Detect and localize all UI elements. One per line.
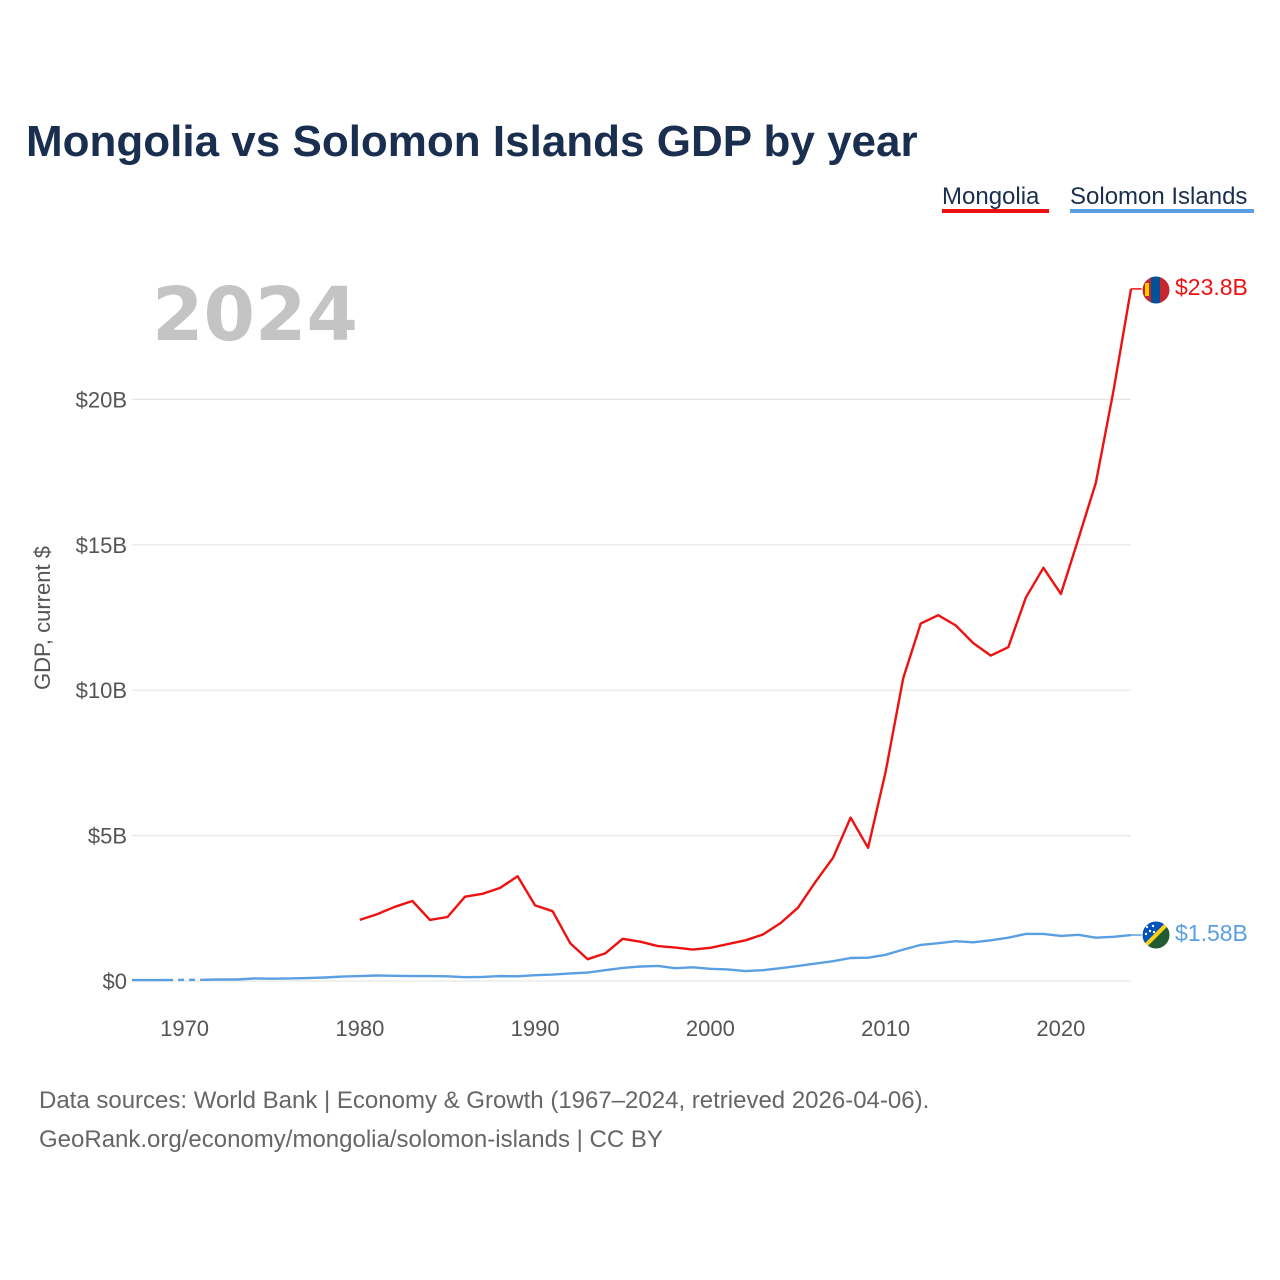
y-tick-label: $0	[103, 969, 127, 994]
y-axis-ticks: $0 $5B $10B $15B $20B	[76, 387, 127, 994]
legend: Mongolia Solomon Islands	[942, 183, 1254, 213]
series-line-mongolia	[359, 288, 1133, 961]
gridlines	[132, 398, 1131, 982]
data-source-text: Data sources: World Bank | Economy & Gro…	[39, 1087, 929, 1114]
x-tick-label: 2000	[686, 1016, 735, 1041]
mongolia-end-value-label: $23.8B	[1175, 274, 1248, 300]
current-year-watermark: 2024	[152, 272, 358, 358]
legend-swatch-solomon-islands	[1070, 209, 1254, 213]
x-tick-label: 2010	[861, 1016, 910, 1041]
x-tick-label: 2020	[1036, 1016, 1085, 1041]
y-axis-label: GDP, current $	[30, 546, 55, 690]
solomon-islands-end-value-label: $1.58B	[1175, 920, 1248, 946]
source-link[interactable]: GeoRank.org/economy/mongolia/solomon-isl…	[39, 1126, 663, 1153]
solomon-islands-flag-icon	[1142, 921, 1170, 949]
mongolia-flag-border	[1141, 275, 1171, 305]
legend-swatch-mongolia	[942, 209, 1049, 213]
x-tick-label: 1970	[160, 1016, 209, 1041]
chart-title: Mongolia vs Solomon Islands GDP by year	[26, 117, 918, 166]
y-tick-label: $10B	[76, 678, 127, 703]
y-tick-label: $20B	[76, 387, 127, 412]
legend-entry-solomon-islands[interactable]: Solomon Islands	[1070, 183, 1254, 213]
legend-entry-mongolia[interactable]: Mongolia	[942, 183, 1049, 213]
solomon-islands-flag-border	[1141, 920, 1171, 950]
mongolia-flag-icon	[1142, 276, 1170, 304]
legend-label-solomon-islands[interactable]: Solomon Islands	[1070, 183, 1247, 210]
x-axis-ticks: 1970 1980 1990 2000 2010 2020	[160, 1016, 1085, 1041]
y-tick-label: $15B	[76, 533, 127, 558]
series-line-solomon-islands	[202, 932, 1132, 981]
y-tick-label: $5B	[88, 824, 127, 849]
x-tick-label: 1980	[335, 1016, 384, 1041]
series-lines	[132, 288, 1142, 982]
x-tick-label: 1990	[511, 1016, 560, 1041]
legend-label-mongolia[interactable]: Mongolia	[942, 183, 1040, 210]
